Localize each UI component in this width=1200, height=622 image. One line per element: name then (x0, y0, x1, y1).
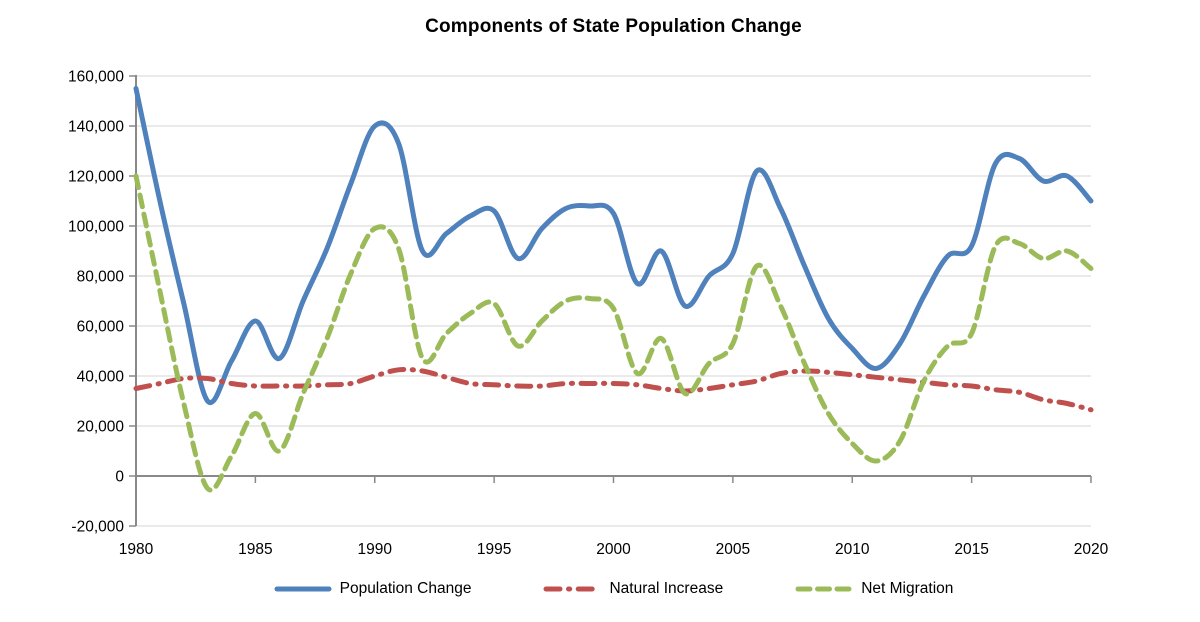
legend-label-net-migration: Net Migration (861, 580, 954, 597)
chart-title: Components of State Population Change (425, 16, 802, 37)
y-tick-label: -20,000 (71, 519, 124, 536)
y-tick-label: 20,000 (77, 419, 125, 436)
population-change-line-swatch-icon (274, 586, 332, 592)
x-tick-label: 1995 (477, 541, 511, 558)
legend-item-population-change: Population Change (274, 580, 472, 598)
y-tick-label: 0 (115, 469, 124, 486)
legend-label-population-change: Population Change (339, 580, 472, 597)
y-tick-label: 120,000 (68, 169, 124, 186)
x-tick-label: 2010 (835, 541, 870, 558)
y-tick-label: 140,000 (68, 119, 124, 136)
legend-label-natural-increase: Natural Increase (609, 580, 724, 597)
legend-item-natural-increase: Natural Increase (543, 580, 723, 598)
y-tick-label: 40,000 (77, 369, 125, 386)
x-tick-label: 2005 (716, 541, 750, 558)
legend-item-net-migration: Net Migration (795, 580, 953, 598)
y-tick-label: 80,000 (77, 269, 125, 286)
natural-increase-line-swatch-icon (543, 586, 601, 592)
x-tick-label: 1985 (238, 541, 272, 558)
series-line-population-change (133, 86, 1094, 406)
x-tick-label: 2020 (1074, 541, 1109, 558)
x-tick-label: 1980 (119, 541, 154, 558)
x-tick-label: 1990 (358, 541, 393, 558)
series-line-net-migration (133, 173, 1094, 493)
x-tick-label: 2000 (596, 541, 631, 558)
legend: Population Change Natural Increase Net M… (136, 576, 1091, 602)
y-tick-label: 60,000 (77, 319, 125, 336)
series-line-natural-increase (133, 366, 1094, 413)
x-tick-label: 2015 (954, 541, 988, 558)
y-tick-label: 160,000 (68, 69, 124, 86)
y-tick-label: 100,000 (68, 219, 124, 236)
net-migration-line-swatch-icon (795, 586, 853, 592)
